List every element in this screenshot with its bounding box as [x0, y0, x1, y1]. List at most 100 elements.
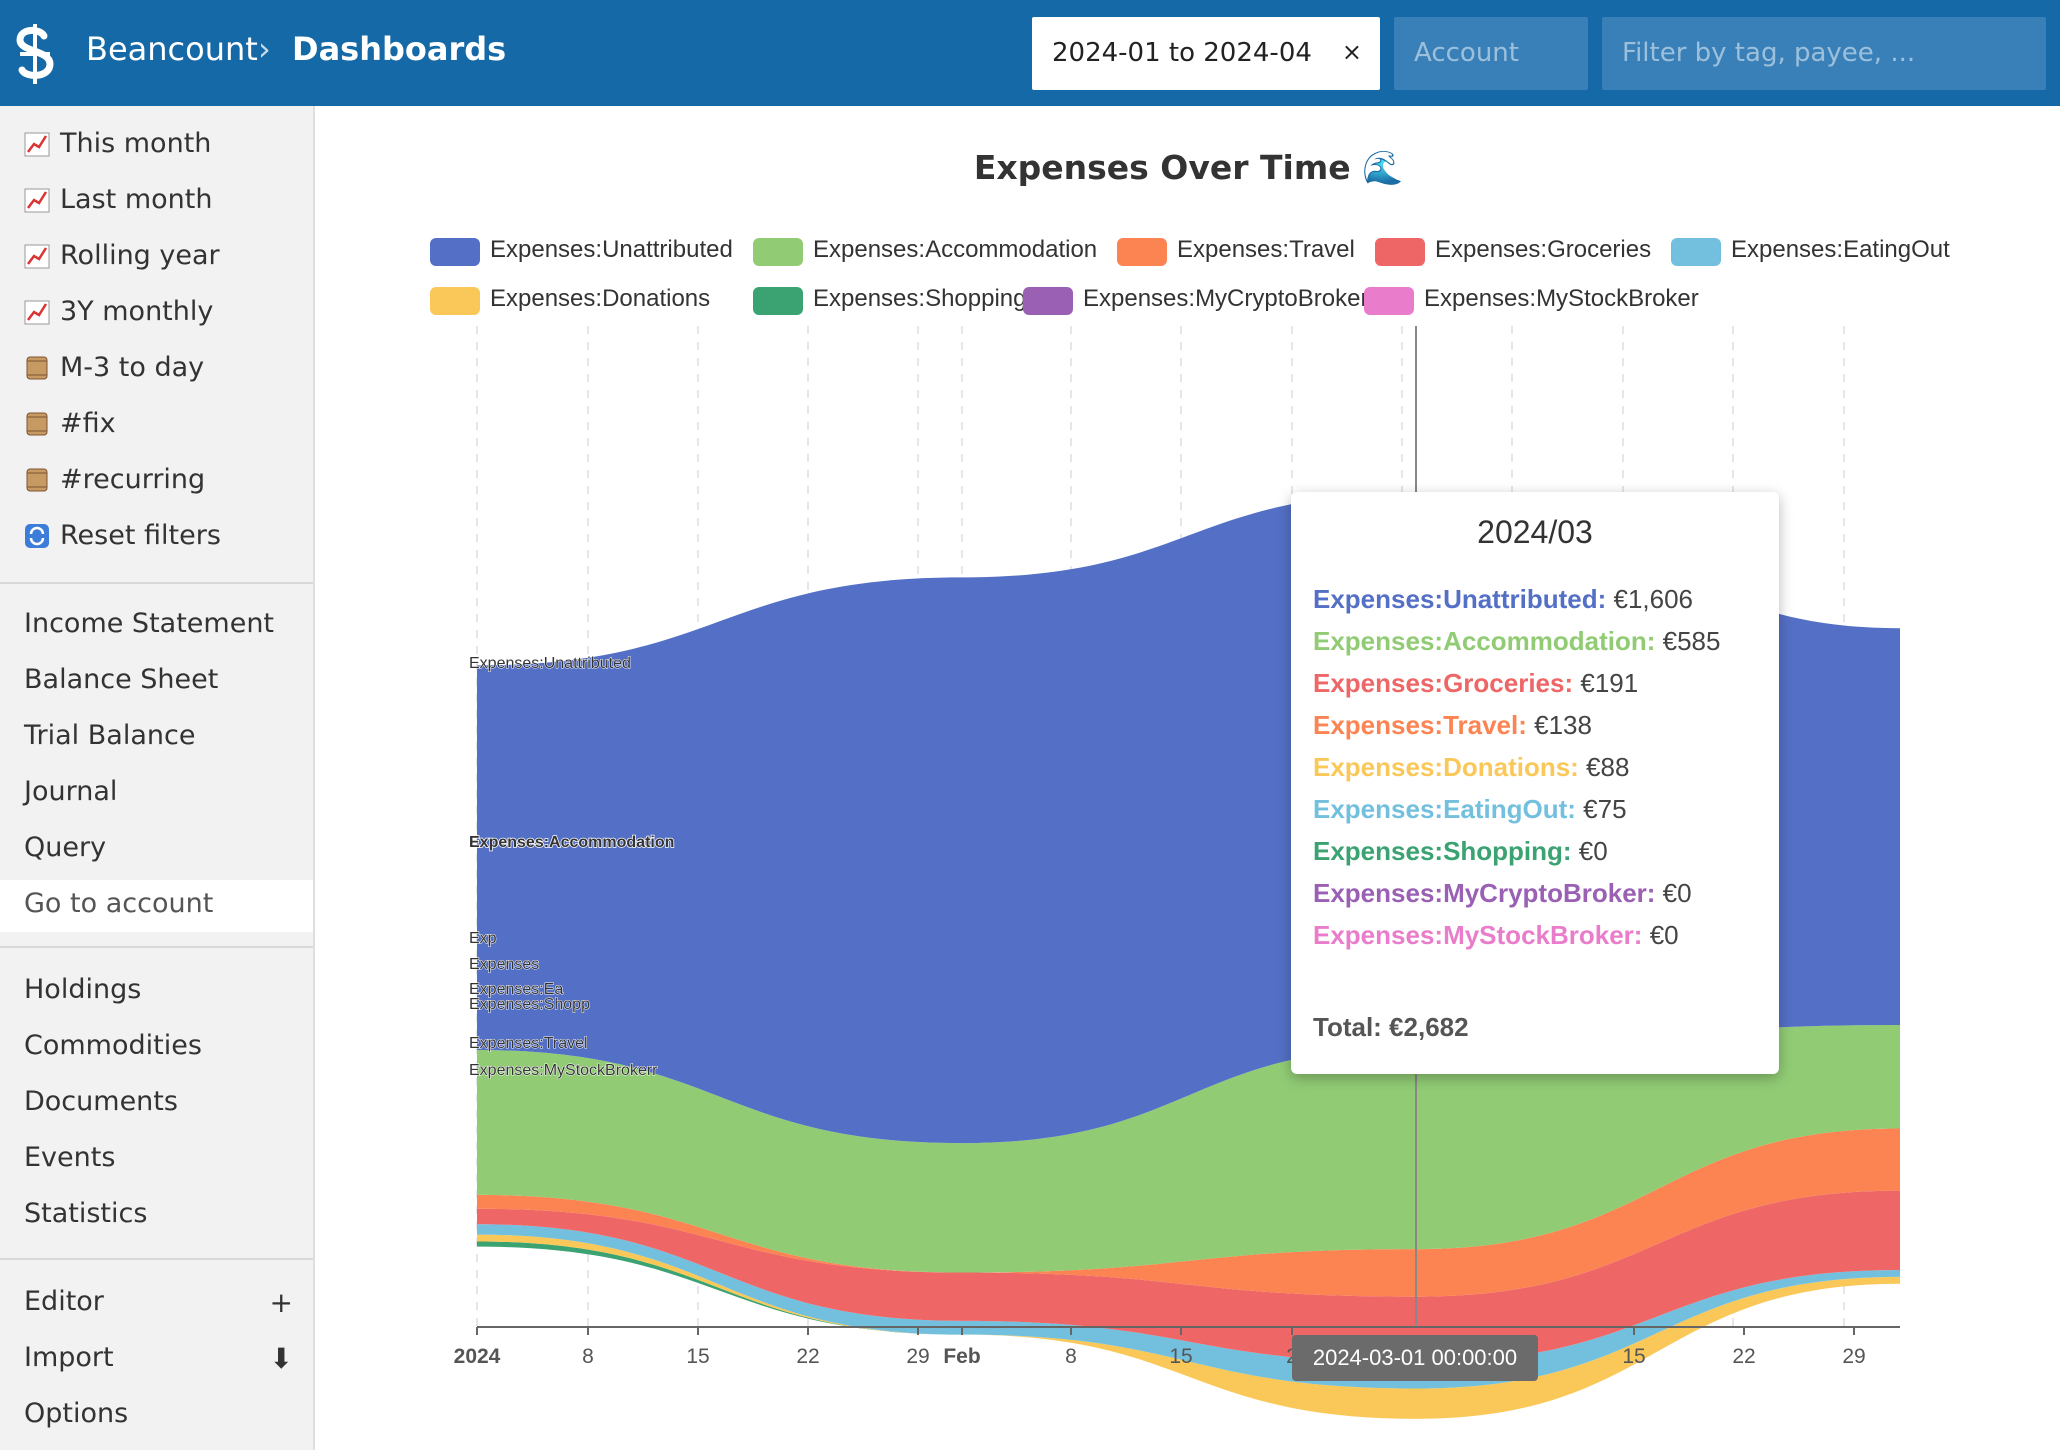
sidebar-item-balance-sheet[interactable]: Balance Sheet: [24, 664, 219, 695]
tooltip-series-name: Expenses:Unattributed:: [1313, 584, 1607, 614]
sidebar-divider: [0, 1258, 313, 1260]
chart-increasing-icon: [24, 244, 50, 269]
chart-increasing-icon: [24, 188, 50, 213]
area-series[interactable]: [477, 1234, 1900, 1419]
sidebar-item-statistics[interactable]: Statistics: [24, 1198, 148, 1229]
sidebar-item-commodities[interactable]: Commodities: [24, 1030, 202, 1061]
legend-label: Expenses:EatingOut: [1731, 236, 1950, 263]
area-series-label: Expenses:Accommodation: [469, 834, 674, 851]
sidebar-item-this-month[interactable]: This month: [0, 120, 313, 172]
x-tick-label: 8: [582, 1345, 594, 1368]
tag-filter-input[interactable]: Filter by tag, payee, ...: [1602, 17, 2046, 90]
time-filter-value[interactable]: 2024-01 to 2024-04: [1052, 38, 1312, 68]
x-tick-label: 29: [906, 1345, 929, 1368]
sidebar-item-recurring[interactable]: #recurring: [0, 456, 313, 508]
x-tick-label: 22: [1732, 1345, 1755, 1368]
sidebar-item-reset-filters[interactable]: Reset filters: [0, 512, 313, 564]
legend-swatch: [430, 287, 480, 315]
area-series[interactable]: [477, 1241, 1900, 1419]
tooltip-series-name: Expenses:Groceries:: [1313, 668, 1574, 698]
sidebar-item-documents[interactable]: Documents: [24, 1086, 178, 1117]
sidebar-item-m3-to-day[interactable]: M-3 to day: [0, 344, 313, 396]
area-series[interactable]: [477, 1025, 1900, 1273]
tooltip-series-value: €1,606: [1606, 584, 1694, 614]
sidebar-item-fix[interactable]: #fix: [0, 400, 313, 452]
legend-swatch: [1023, 287, 1073, 315]
tooltip-series-name: Expenses:EatingOut:: [1313, 794, 1576, 824]
sidebar-item-holdings[interactable]: Holdings: [24, 974, 142, 1005]
sidebar-item-editor[interactable]: Editor +: [24, 1286, 293, 1319]
clear-time-filter-button[interactable]: ×: [1341, 38, 1362, 66]
legend-label: Expenses:Shopping: [813, 285, 1027, 312]
chart-increasing-icon: [24, 132, 50, 157]
legend-swatch: [1671, 238, 1721, 266]
beancount-logo-icon[interactable]: [10, 24, 60, 84]
area-series[interactable]: [477, 1224, 1900, 1389]
tooltip-row: Expenses:Shopping: €0: [1313, 836, 1608, 867]
tooltip-row: Expenses:Travel: €138: [1313, 710, 1592, 741]
sidebar-item-trial-balance[interactable]: Trial Balance: [24, 720, 196, 751]
tooltip-row: Expenses:Accommodation: €585: [1313, 626, 1720, 657]
plus-icon[interactable]: +: [269, 1286, 293, 1319]
x-tick-label: 8: [1065, 1345, 1077, 1368]
sidebar-item-rolling-year[interactable]: Rolling year: [0, 232, 313, 284]
sidebar-item-import[interactable]: Import ⬇: [24, 1342, 293, 1375]
legend-label: Expenses:Unattributed: [490, 236, 733, 263]
time-filter-input[interactable]: 2024-01 to 2024-04 ×: [1032, 17, 1380, 90]
tooltip-series-name: Expenses:Shopping:: [1313, 836, 1572, 866]
chart-tooltip: 2024/03 Expenses:Unattributed: €1,606 Exp…: [1291, 492, 1779, 1074]
area-series[interactable]: [477, 1128, 1900, 1297]
sidebar-item-3y-monthly[interactable]: 3Y monthly: [0, 288, 313, 340]
x-tick-label: Feb: [943, 1345, 980, 1368]
tooltip-series-name: Expenses:MyCryptoBroker:: [1313, 878, 1656, 908]
tooltip-row: Expenses:EatingOut: €75: [1313, 794, 1627, 825]
download-arrow-icon[interactable]: ⬇: [269, 1342, 293, 1375]
sidebar-item-query[interactable]: Query: [24, 832, 107, 863]
sidebar-item-income-statement[interactable]: Income Statement: [24, 608, 275, 639]
tooltip-series-name: Expenses:Accommodation:: [1313, 626, 1656, 656]
legend-label: Expenses:MyStockBroker: [1424, 285, 1699, 312]
area-series-label: Expenses:Ea: [469, 981, 563, 998]
tooltip-series-value: €191: [1573, 668, 1639, 698]
legend-label: Expenses:Travel: [1177, 236, 1355, 263]
page-title: Dashboards: [292, 30, 507, 68]
x-tick-label: 29: [1842, 1345, 1865, 1368]
sidebar-item-journal[interactable]: Journal: [24, 776, 118, 807]
chart-increasing-icon: [24, 300, 50, 325]
expenses-area-chart[interactable]: 20248152229Feb8152152229Expenses:Unattri…: [317, 106, 2060, 1450]
tooltip-series-name: Expenses:MyStockBroker:: [1313, 920, 1643, 950]
x-tick-label: 15: [1169, 1345, 1192, 1368]
axis-pointer-label: 2024-03-01 00:00:00: [1292, 1335, 1538, 1381]
go-to-account-input[interactable]: Go to account: [0, 880, 313, 932]
account-filter-input[interactable]: Account: [1394, 17, 1588, 90]
tooltip-row: Expenses:Donations: €88: [1313, 752, 1629, 783]
account-filter-placeholder: Account: [1414, 38, 1519, 68]
sidebar-item-events[interactable]: Events: [24, 1142, 116, 1173]
legend-label: Expenses:Accommodation: [813, 236, 1098, 263]
tooltip-series-value: €138: [1526, 710, 1592, 740]
legend-label: Expenses:Donations: [490, 285, 711, 312]
area-series-label: Exp: [469, 930, 497, 947]
sidebar: This month Last month Rolling year 3Y mo…: [0, 106, 315, 1450]
tooltip-total: Total: €2,682: [1313, 1012, 1469, 1042]
area-series[interactable]: [477, 1190, 1900, 1363]
scroll-icon: [26, 356, 48, 380]
app-name-link[interactable]: Beancount: [86, 30, 258, 68]
tooltip-series-value: €0: [1571, 836, 1608, 866]
legend-swatch: [753, 238, 803, 266]
legend-swatch: [753, 287, 803, 315]
sidebar-item-last-month[interactable]: Last month: [0, 176, 313, 228]
tooltip-series-value: €585: [1655, 626, 1721, 656]
tooltip-series-value: €0: [1642, 920, 1679, 950]
scroll-icon: [26, 412, 48, 436]
area-series-label: Expenses:Unattributed: [469, 655, 631, 672]
tooltip-title: 2024/03: [1477, 514, 1593, 550]
tooltip-row: Expenses:MyStockBroker: €0: [1313, 920, 1679, 951]
sidebar-item-options[interactable]: Options: [24, 1398, 129, 1429]
tooltip-row: Expenses:Groceries: €191: [1313, 668, 1638, 699]
sidebar-divider: [0, 582, 313, 584]
legend-swatch: [1364, 287, 1414, 315]
tooltip-series-value: €88: [1578, 752, 1630, 782]
legend-swatch: [430, 238, 480, 266]
x-tick-label: 2024: [454, 1345, 501, 1368]
